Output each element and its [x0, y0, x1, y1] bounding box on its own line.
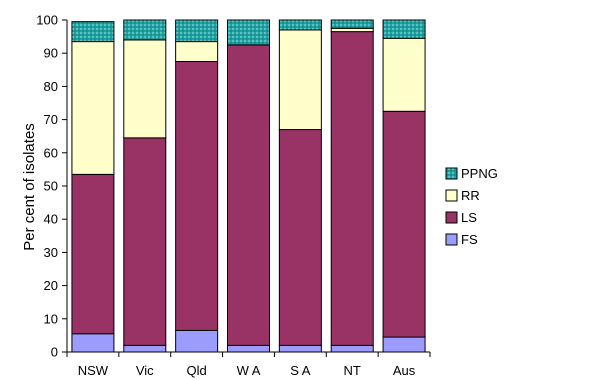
y-tick-label-10: 10	[44, 311, 58, 326]
x-tick-label-qld: Qld	[187, 363, 207, 378]
axes: 0 10 20 30 40 50 60 70 80 90 100 NSW Vic Qld W A S A NT A…	[36, 13, 431, 378]
legend-swatch-fs	[445, 233, 458, 246]
bar-qld-ppng	[175, 19, 219, 43]
x-tick-label-nt: NT	[344, 363, 361, 378]
legend-label-rr: RR	[461, 188, 480, 203]
x-tick-label-vic: Vic	[136, 363, 154, 378]
y-tick-label-20: 20	[44, 278, 58, 293]
bar-vic-fs	[123, 344, 167, 353]
bar-w-a-ppng	[227, 19, 270, 46]
y-tick-label-90: 90	[44, 46, 58, 61]
y-tick-label-30: 30	[44, 245, 58, 260]
bar-aus-ppng	[382, 19, 426, 39]
y-tick-label-0: 0	[51, 345, 58, 360]
x-tick-label-nsw: NSW	[78, 363, 109, 378]
bar-w-a-fs	[227, 344, 270, 353]
bar-vic-ppng	[123, 19, 167, 41]
x-tick-label-w-a: W A	[237, 363, 261, 378]
legend-swatch-rr	[445, 189, 458, 202]
legend-label-ppng: PPNG	[461, 166, 498, 181]
y-tick-label-80: 80	[44, 79, 58, 94]
bar-nsw-ppng	[71, 21, 115, 43]
bar-w-a-ls	[227, 44, 270, 346]
y-tick-label-50: 50	[44, 179, 58, 194]
bar-nt-fs	[330, 344, 374, 353]
bar-nsw-rr	[71, 41, 115, 175]
plot-area	[71, 19, 426, 353]
y-tick-label-40: 40	[44, 212, 58, 227]
legend-label-fs: FS	[461, 232, 478, 247]
bar-aus-ls	[382, 110, 426, 338]
bar-vic-rr	[123, 39, 167, 139]
y-tick-label-60: 60	[44, 145, 58, 160]
x-tick-label-s-a: S A	[290, 363, 311, 378]
bar-qld-fs	[175, 329, 219, 353]
legend-label-ls: LS	[461, 210, 477, 225]
bar-aus-fs	[382, 336, 426, 353]
y-axis-title: Per cent of isolates	[21, 123, 38, 251]
bar-aus-rr	[382, 37, 426, 112]
bar-nsw-fs	[71, 333, 115, 353]
y-tick-label-100: 100	[36, 13, 58, 28]
bar-s-a-rr	[278, 29, 322, 131]
bar-vic-ls	[123, 137, 167, 346]
bar-qld-ls	[175, 61, 219, 331]
legend: PPNG RR LS FS	[445, 166, 498, 247]
legend-swatch-ppng	[445, 167, 458, 180]
x-tick-label-aus: Aus	[393, 363, 416, 378]
bar-s-a-ppng	[278, 19, 322, 31]
legend-swatch-ls	[445, 211, 458, 224]
bar-s-a-ls	[278, 129, 322, 346]
bar-nt-ppng	[330, 19, 374, 29]
bar-nsw-ls	[71, 173, 115, 335]
bar-nt-ls	[330, 31, 374, 346]
bar-qld-rr	[175, 41, 219, 62]
y-tick-label-70: 70	[44, 112, 58, 127]
bar-s-a-fs	[278, 344, 322, 353]
